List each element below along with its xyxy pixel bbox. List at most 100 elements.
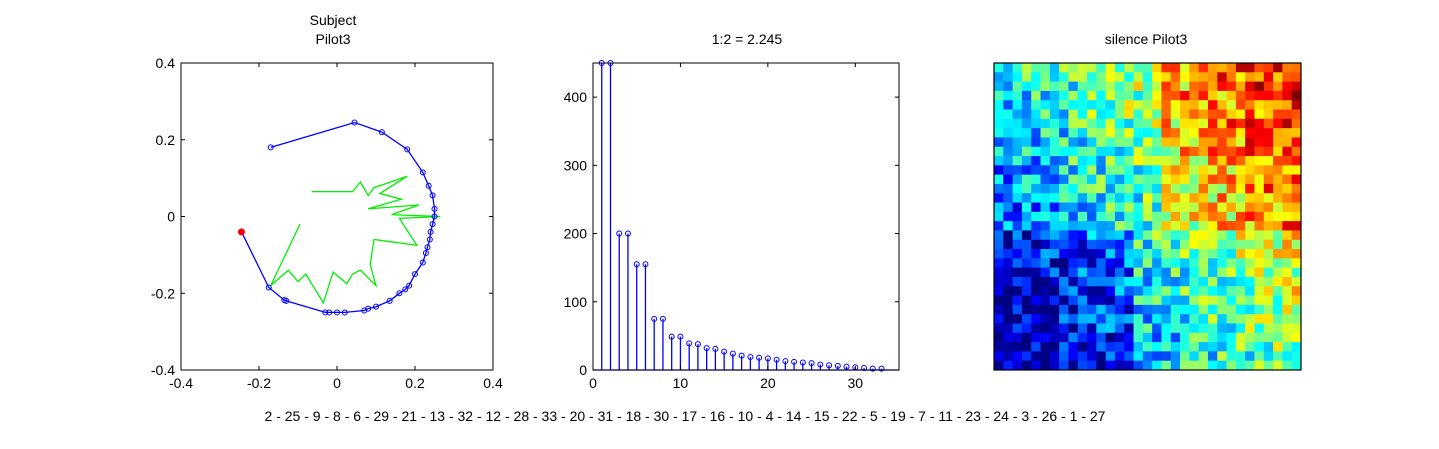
heatmap-cell [1291,304,1302,315]
heatmap-cell [1263,146,1274,157]
heatmap-cell [1254,156,1265,166]
heatmap-cell [1031,323,1041,334]
heatmap-cell [1124,156,1134,166]
heatmap-cell [1170,72,1181,82]
x-tick-label: 0.4 [483,375,503,391]
heatmap-cell [1049,258,1060,269]
heatmap-cell [1198,351,1209,362]
heatmap-cell [1235,276,1246,287]
heatmap-cell [1003,165,1013,176]
heatmap-cell [1254,211,1265,222]
heatmap-cell [1114,351,1125,362]
heatmap-cell [1068,249,1079,259]
heatmap-cell [1021,109,1032,120]
heatmap-cell [1254,304,1265,315]
heatmap-cell [1152,90,1162,101]
heatmap-cell [1273,314,1283,324]
heatmap-cell [1105,109,1116,120]
heatmap-cell [1291,90,1302,101]
heatmap-cell [1040,202,1051,213]
heatmap-cell [1049,72,1060,82]
heatmap-cell [1077,128,1088,138]
heatmap-cell [1170,193,1181,203]
heatmap-cell [1087,100,1097,110]
heatmap-cell [1059,109,1069,120]
heatmap-cell [1235,323,1246,334]
heatmap-cell [1198,193,1209,203]
heatmap-cell [1133,90,1144,101]
heatmap-cell [1049,314,1060,324]
heatmap-cell [1263,332,1274,343]
heatmap-cell [1180,165,1190,176]
heatmap-cell [1161,193,1172,203]
heatmap-cell [1114,276,1125,287]
heatmap-cell [1021,72,1032,82]
heatmap-cell [1282,230,1293,241]
heatmap-cell [994,286,1004,296]
heatmap-cell [1273,146,1283,157]
heatmap-cell [1068,156,1079,166]
heatmap-cell [1273,128,1283,138]
heatmap-cell [1217,323,1227,334]
heatmap-cell [1217,286,1227,296]
stem-marker [616,230,623,237]
heatmap-cell [1207,90,1218,101]
heatmap-cell [1282,304,1293,315]
heatmap-cell [994,174,1004,185]
heatmap-cell [1273,137,1283,148]
heatmap-cell [1142,100,1153,110]
heatmap-cell [1114,304,1125,315]
heatmap-cell [1198,295,1209,306]
heatmap-cell [1291,109,1302,120]
heatmap-cell [1087,323,1097,334]
heatmap-cell [1170,146,1181,157]
heatmap-cell [994,304,1004,315]
heatmap-cell [1180,286,1190,296]
heatmap-cell [1254,118,1265,129]
heatmap-cell [1003,183,1013,194]
heatmap-cell [1021,360,1032,371]
heatmap-cell [1235,314,1246,324]
heatmap-cell [1263,183,1274,194]
heatmap-cell [1012,276,1023,287]
heatmap-cell [1003,342,1013,352]
heatmap-cell [1189,295,1200,306]
heatmap-cell [994,342,1004,352]
heatmap-cell [1040,249,1051,259]
heatmap-cell [1096,351,1107,362]
heatmap-cell [1152,193,1162,203]
heatmap-cell [1068,81,1079,92]
heatmap-cell [1198,249,1209,259]
heatmap-cell [1068,90,1079,101]
heatmap-cell [1049,202,1060,213]
heatmap-cell [1226,137,1237,148]
heatmap-cell [1031,295,1041,306]
heatmap-cell [1003,230,1013,241]
heatmap-cell [1012,360,1023,371]
heatmap-cell [1087,332,1097,343]
heatmap-cell [1161,351,1172,362]
heatmap-cell [1152,72,1162,82]
heatmap-cell [1012,211,1023,222]
heatmap-cell [1217,165,1227,176]
heatmap-cell [1012,267,1023,278]
heatmap-cell [1217,249,1227,259]
heatmap-cell [1152,314,1162,324]
heatmap-cell [1198,286,1209,296]
heatmap-cell [1031,165,1041,176]
heatmap-cell [1049,90,1060,101]
heatmap-cell [1087,267,1097,278]
heatmap-cell [1124,72,1134,82]
heatmap-cell [1068,72,1079,82]
heatmap-cell [1003,63,1013,73]
heatmap-cell [1133,146,1144,157]
heatmap-cell [1217,146,1227,157]
heatmap-cell [994,146,1004,157]
heatmap-cell [1180,202,1190,213]
heatmap-cell [1105,146,1116,157]
heatmap-cell [1180,100,1190,110]
heatmap-cell [1235,221,1246,231]
heatmap-cell [1291,72,1302,82]
heatmap-cell [1207,351,1218,362]
heatmap-cell [1226,323,1237,334]
